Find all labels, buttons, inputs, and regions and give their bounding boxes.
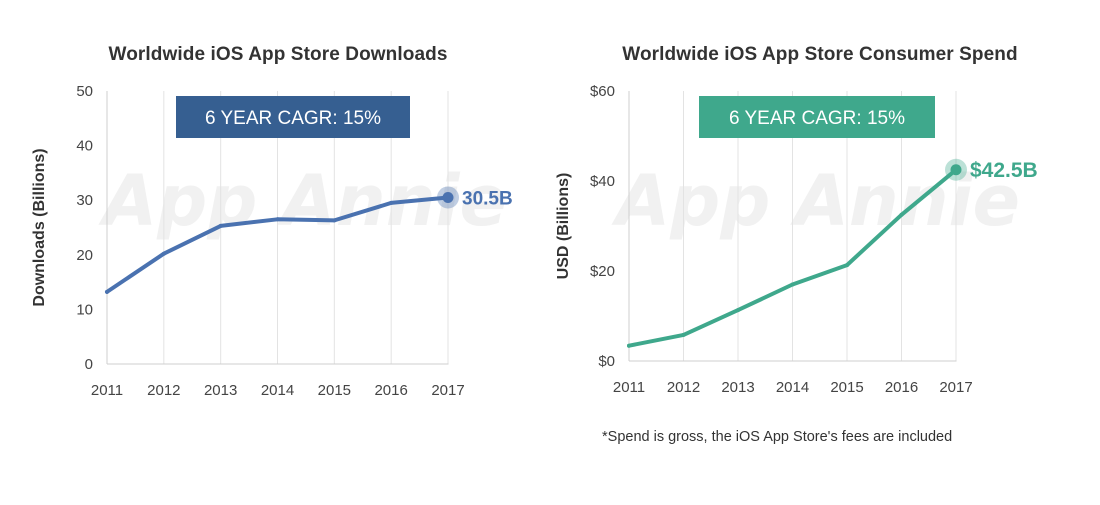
x-tick-label: 2015 [318,382,351,399]
data-point [332,218,337,223]
data-point [105,289,109,294]
y-tick-label: $20 [590,263,615,280]
x-tick-label: 2017 [939,379,972,396]
chart-title: Worldwide iOS App Store Downloads [108,44,448,65]
x-tick-label: 2014 [776,379,809,396]
y-axis-label: Downloads (Billions) [31,148,48,306]
end-point [950,164,962,176]
chart-title: Worldwide iOS App Store Consumer Spend [622,44,1018,65]
y-tick-label: $0 [598,353,615,370]
data-point [218,223,223,228]
downloads-chart: App Annie 0 10 20 30 40 50 2011 2012 2013 2014 2015… [31,83,513,399]
data-point [845,263,849,268]
data-point [790,282,795,287]
y-axis-label: USD (Billions) [555,173,572,280]
data-point [736,308,740,313]
x-tick-label: 2013 [721,379,754,396]
x-tick-label: 2017 [431,382,464,399]
cagr-badge-label: 6 YEAR CAGR: 15% [729,108,905,129]
y-tick-label: 10 [76,301,93,318]
end-value-label: $42.5B [970,159,1038,182]
y-tick-label: 20 [76,247,93,264]
x-tick-label: 2016 [374,382,407,399]
x-tick-label: 2016 [885,379,918,396]
data-point [389,200,394,205]
x-tick-label: 2012 [147,382,180,399]
x-tick-label: 2011 [613,379,645,396]
data-point [161,251,166,256]
cagr-badge-label: 6 YEAR CAGR: 15% [205,108,381,129]
y-tick-label: $60 [590,83,615,100]
end-value-label: 30.5B [462,188,513,209]
x-tick-label: 2013 [204,382,237,399]
x-tick-label: 2015 [830,379,863,396]
downloads-chart-panel: Worldwide iOS App Store Downloads App An… [31,44,513,399]
y-tick-label: 50 [76,83,93,100]
data-point [681,332,686,337]
x-tick-label: 2011 [91,382,123,399]
watermark-logo: App Annie [98,160,507,242]
x-tick-label: 2014 [261,382,294,399]
cagr-badge [176,96,410,138]
data-point [275,217,280,222]
end-point [442,191,454,203]
cagr-badge [699,96,935,138]
y-tick-label: 30 [76,192,93,209]
y-tick-label: $40 [590,173,615,190]
spend-chart-panel: Worldwide iOS App Store Consumer Spend A… [550,0,1100,505]
y-tick-label: 0 [85,356,93,373]
x-tick-label: 2012 [667,379,700,396]
footnote: *Spend is gross, the iOS App Store's fee… [602,429,953,445]
data-point [899,212,904,217]
data-point [627,343,631,348]
y-tick-label: 40 [76,138,93,155]
